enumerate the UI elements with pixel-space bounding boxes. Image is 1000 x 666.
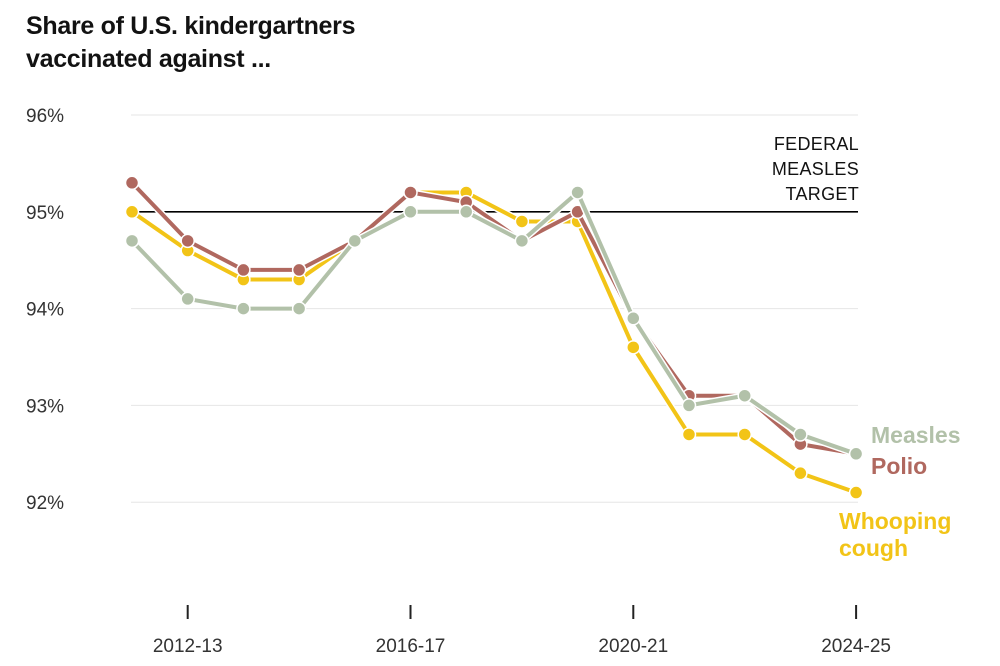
data-point: [236, 301, 251, 316]
data-point: [737, 388, 752, 403]
data-point: [291, 301, 307, 316]
data-point: [124, 175, 140, 191]
series-label-measles: Measles: [871, 422, 961, 448]
target-label: FEDERAL: [774, 134, 859, 154]
x-tick-label: 2020-21: [598, 636, 668, 657]
data-point: [291, 262, 307, 278]
series-group: [124, 175, 864, 500]
y-tick-label: 92%: [26, 493, 64, 514]
target-label: TARGET: [786, 184, 859, 204]
x-tick-label: 2016-17: [376, 636, 446, 657]
data-point: [403, 204, 418, 220]
data-point: [848, 485, 864, 500]
series-label-polio: Polio: [871, 453, 927, 479]
chart-title: Share of U.S. kindergartners vaccinated …: [26, 10, 356, 76]
data-point: [514, 233, 530, 249]
series-line: [130, 190, 859, 495]
series-label-whooping-cough: Whooping: [839, 508, 951, 534]
data-point: [124, 204, 140, 220]
x-tick-label: 2012-13: [153, 636, 223, 657]
chart-title-line-1: Share of U.S. kindergartners: [26, 12, 356, 40]
series-label-whooping-cough: cough: [839, 535, 908, 561]
y-axis: 92% 93% 94% 95% 96%: [26, 106, 64, 514]
chart-title-line-2: vaccinated against ...: [26, 45, 271, 73]
data-point: [848, 446, 864, 462]
series-line-halo: [128, 188, 860, 458]
data-point: [180, 233, 195, 249]
y-tick-label: 96%: [26, 106, 64, 127]
data-point: [403, 185, 418, 200]
data-point: [626, 340, 641, 355]
data-point: [124, 233, 140, 249]
x-axis: 2012-13 2016-17 2020-21 2024-25: [153, 605, 891, 657]
federal-measles-target: FEDERAL MEASLES TARGET: [131, 134, 859, 213]
data-point: [793, 427, 808, 442]
series-measles: [124, 185, 864, 462]
data-point: [180, 291, 195, 307]
series-polio: [124, 175, 864, 462]
data-point: [347, 233, 363, 249]
y-tick-label: 93%: [26, 396, 64, 417]
x-tick-label: 2024-25: [821, 636, 891, 657]
series-whooping-cough: [124, 185, 864, 500]
series-line-halo: [128, 188, 860, 497]
data-point: [570, 185, 585, 200]
data-point: [793, 465, 808, 481]
data-point: [626, 311, 641, 326]
data-point: [514, 214, 530, 229]
series-line: [130, 190, 859, 456]
data-point: [236, 262, 251, 278]
y-tick-label: 94%: [26, 300, 64, 321]
data-point: [458, 204, 474, 220]
data-point: [681, 398, 697, 413]
target-label: MEASLES: [772, 159, 859, 179]
y-tick-label: 95%: [26, 203, 64, 224]
data-point: [737, 427, 752, 442]
data-point: [681, 427, 697, 442]
